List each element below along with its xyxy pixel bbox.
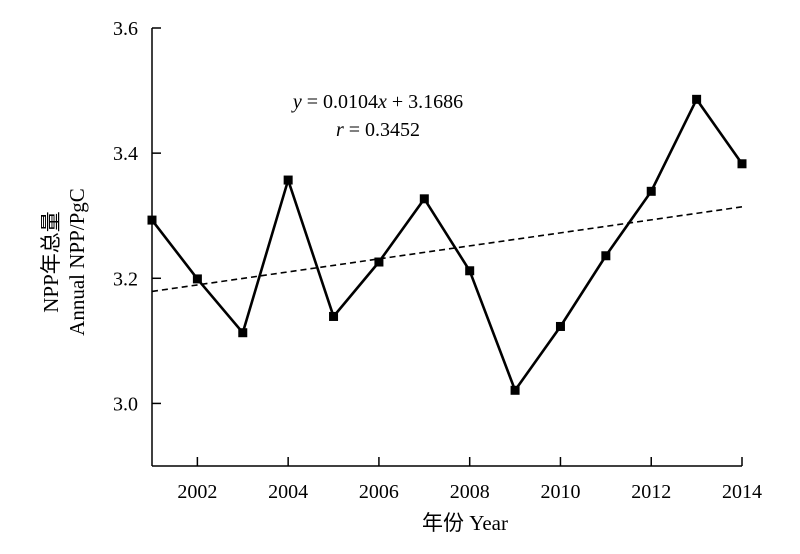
data-point bbox=[601, 251, 611, 261]
y-tick-label: 3.2 bbox=[113, 268, 138, 290]
data-point bbox=[147, 215, 157, 225]
y-ticks: 3.0 3.2 3.4 3.6 bbox=[113, 18, 161, 415]
data-point bbox=[465, 266, 475, 276]
x-tick-label: 2014 bbox=[722, 481, 762, 503]
y-tick-label: 3.0 bbox=[113, 393, 138, 415]
data-point bbox=[555, 321, 565, 331]
data-point bbox=[510, 385, 520, 395]
data-point bbox=[419, 194, 429, 204]
x-axis-title: 年份 Year bbox=[422, 511, 508, 535]
x-tick-label: 2010 bbox=[540, 481, 580, 503]
equation-annotation: y = 0.0104x + 3.1686 bbox=[291, 91, 463, 113]
trendline bbox=[151, 206, 743, 293]
x-tick-label: 2006 bbox=[359, 481, 399, 503]
equation-part-2: + 3.1686 bbox=[387, 91, 463, 113]
x-tick-label: 2008 bbox=[450, 481, 490, 503]
x-tick-label: 2002 bbox=[177, 481, 217, 503]
r-annotation: r = 0.3452 bbox=[336, 119, 420, 141]
y-tick-label: 3.4 bbox=[113, 143, 138, 165]
data-point bbox=[329, 311, 339, 321]
equation-y-var: y bbox=[291, 91, 302, 113]
data-point bbox=[374, 257, 384, 267]
x-tick-label: 2012 bbox=[631, 481, 671, 503]
r-value: = 0.3452 bbox=[344, 119, 420, 141]
equation-x-var: x bbox=[377, 91, 387, 113]
x-ticks: 2002 2004 2006 2008 2010 2012 2014 bbox=[177, 457, 762, 503]
data-point bbox=[737, 159, 747, 169]
y-axis-title-line1: NPP年总量 bbox=[39, 211, 63, 313]
data-point bbox=[283, 175, 293, 185]
y-axis-title-line2: Annual NPP/PgC bbox=[65, 188, 89, 336]
series-line bbox=[150, 96, 744, 394]
x-tick-label: 2004 bbox=[268, 481, 308, 503]
data-point bbox=[646, 186, 656, 196]
y-tick-label: 3.6 bbox=[113, 18, 138, 40]
equation-part-1: = 0.0104 bbox=[302, 91, 378, 113]
data-point bbox=[192, 274, 202, 284]
axes bbox=[151, 28, 742, 467]
data-point bbox=[238, 328, 248, 338]
data-point bbox=[692, 94, 702, 104]
markers bbox=[147, 94, 747, 395]
r-var: r bbox=[336, 119, 344, 141]
